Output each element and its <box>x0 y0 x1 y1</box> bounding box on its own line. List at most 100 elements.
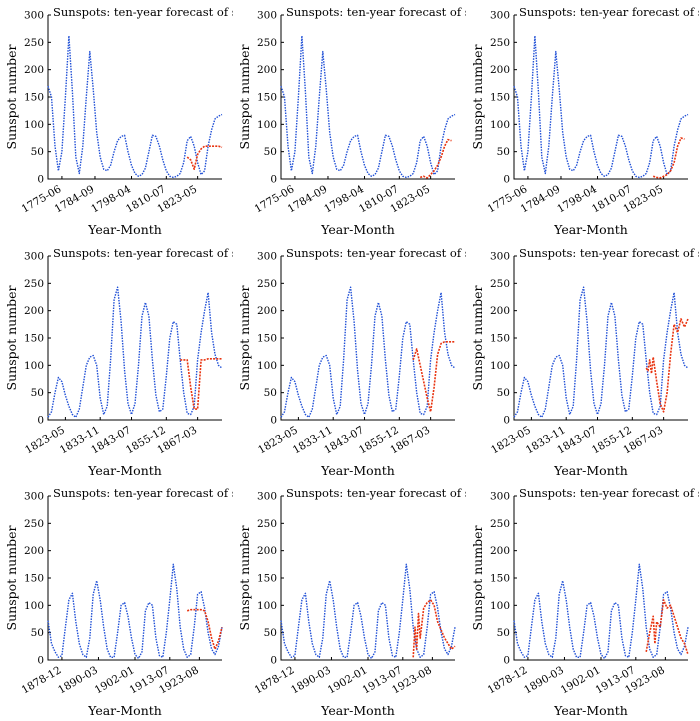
y-tick-label: 150 <box>24 333 44 345</box>
y-tick-label: 0 <box>503 415 510 427</box>
chart-title: Sunspots: ten-year forecast of slice 2 <box>519 5 699 19</box>
x-tick-label: 1878-12 <box>253 664 297 696</box>
y-tick-label: 200 <box>257 545 277 557</box>
y-tick-label: 0 <box>37 415 44 427</box>
chart-svg: Sunspots: ten-year forecast of slice 2 0 5… <box>237 5 466 237</box>
chart-svg: Sunspots: ten-year forecast of slice 2 0 5… <box>4 5 233 237</box>
chart-title: Sunspots: ten-year forecast of slice 4 <box>53 246 233 260</box>
axes <box>47 496 222 661</box>
y-axis-label: Sunspot number <box>470 286 485 391</box>
y-tick-label: 250 <box>24 518 44 530</box>
chart-title: Sunspots: ten-year forecast of slice 7 <box>286 486 466 500</box>
forecast-series-line <box>180 358 222 410</box>
chart-svg: Sunspots: ten-year forecast of slice 4 0 5… <box>470 246 699 478</box>
y-tick-label: 300 <box>490 491 510 503</box>
y-tick-label: 300 <box>24 251 44 263</box>
y-axis-label: Sunspot number <box>470 526 485 631</box>
x-tick-label: 1878-12 <box>486 664 530 696</box>
x-axis-label: Year-Month <box>87 222 162 237</box>
axes <box>280 256 455 421</box>
chart-title: Sunspots: ten-year forecast of slice 4 <box>286 246 466 260</box>
chart-title: Sunspots: ten-year forecast of slice 2 <box>53 5 233 19</box>
forecast-series-line <box>645 599 689 655</box>
chart-panel: Sunspots: ten-year forecast of slice 4 0 5… <box>0 241 233 481</box>
y-tick-label: 0 <box>503 655 510 667</box>
actual-series-line <box>47 563 223 660</box>
y-tick-label: 150 <box>490 92 510 104</box>
y-tick-label: 150 <box>490 333 510 345</box>
y-tick-label: 150 <box>257 333 277 345</box>
chart-title: Sunspots: ten-year forecast of slice 4 <box>519 246 699 260</box>
y-tick-label: 150 <box>490 573 510 585</box>
y-tick-label: 200 <box>490 545 510 557</box>
y-tick-label: 100 <box>257 360 277 372</box>
chart-title: Sunspots: ten-year forecast of slice 7 <box>519 486 699 500</box>
y-tick-label: 250 <box>24 278 44 290</box>
actual-series-line <box>513 563 689 660</box>
y-tick-label: 100 <box>257 119 277 131</box>
y-tick-label: 250 <box>257 37 277 49</box>
actual-series-line <box>280 563 456 660</box>
chart-panel: Sunspots: ten-year forecast of slice 7 0 5… <box>466 481 699 721</box>
y-tick-label: 200 <box>24 305 44 317</box>
y-tick-label: 0 <box>503 174 510 186</box>
forecast-series-line <box>412 599 456 658</box>
x-axis-label: Year-Month <box>553 703 628 718</box>
chart-svg: Sunspots: ten-year forecast of slice 2 0 5… <box>470 5 699 237</box>
y-tick-label: 200 <box>490 305 510 317</box>
chart-panel: Sunspots: ten-year forecast of slice 7 0 5… <box>0 481 233 721</box>
axes <box>280 496 455 661</box>
y-tick-label: 250 <box>24 37 44 49</box>
axes <box>47 256 222 421</box>
chart-title: Sunspots: ten-year forecast of slice 2 <box>286 5 466 19</box>
y-tick-label: 300 <box>257 491 277 503</box>
chart-panel: Sunspots: ten-year forecast of slice 2 0 5… <box>233 0 466 240</box>
chart-panel: Sunspots: ten-year forecast of slice 4 0 5… <box>466 241 699 481</box>
chart-panel: Sunspots: ten-year forecast of slice 2 0 5… <box>0 0 233 240</box>
forecast-series-line <box>419 138 452 179</box>
y-tick-label: 250 <box>490 37 510 49</box>
y-tick-label: 50 <box>264 146 277 158</box>
y-axis-label: Sunspot number <box>237 45 252 150</box>
y-tick-label: 50 <box>31 627 44 639</box>
y-tick-label: 200 <box>24 545 44 557</box>
y-tick-label: 300 <box>490 251 510 263</box>
y-tick-label: 200 <box>257 64 277 76</box>
y-axis-label: Sunspot number <box>470 45 485 150</box>
y-tick-label: 100 <box>24 600 44 612</box>
x-axis-label: Year-Month <box>320 463 395 478</box>
y-tick-label: 50 <box>497 627 510 639</box>
chart-svg: Sunspots: ten-year forecast of slice 7 0 5… <box>470 486 699 718</box>
chart-svg: Sunspots: ten-year forecast of slice 7 0 5… <box>237 486 466 718</box>
y-tick-label: 50 <box>31 146 44 158</box>
y-tick-label: 300 <box>257 251 277 263</box>
chart-title: Sunspots: ten-year forecast of slice 7 <box>53 486 233 500</box>
x-tick-label: 1890-03 <box>289 664 333 696</box>
y-axis-label: Sunspot number <box>4 526 19 631</box>
y-tick-label: 300 <box>24 491 44 503</box>
axes <box>280 15 455 180</box>
actual-series-line <box>513 35 689 179</box>
y-tick-label: 250 <box>490 278 510 290</box>
y-tick-label: 250 <box>490 518 510 530</box>
x-axis-label: Year-Month <box>320 703 395 718</box>
y-tick-label: 150 <box>257 92 277 104</box>
y-tick-label: 100 <box>24 119 44 131</box>
y-tick-label: 150 <box>24 573 44 585</box>
y-axis-label: Sunspot number <box>4 45 19 150</box>
actual-series-line <box>47 35 223 179</box>
y-tick-label: 0 <box>37 174 44 186</box>
y-tick-label: 50 <box>264 627 277 639</box>
y-tick-label: 100 <box>490 119 510 131</box>
axes <box>513 15 688 180</box>
forecast-series-line <box>412 341 455 413</box>
y-tick-label: 0 <box>37 655 44 667</box>
y-tick-label: 200 <box>490 64 510 76</box>
axes <box>513 256 688 421</box>
y-tick-label: 150 <box>24 92 44 104</box>
y-tick-label: 200 <box>257 305 277 317</box>
chart-panel: Sunspots: ten-year forecast of slice 4 0 5… <box>233 241 466 481</box>
y-tick-label: 0 <box>270 655 277 667</box>
y-tick-label: 50 <box>497 146 510 158</box>
